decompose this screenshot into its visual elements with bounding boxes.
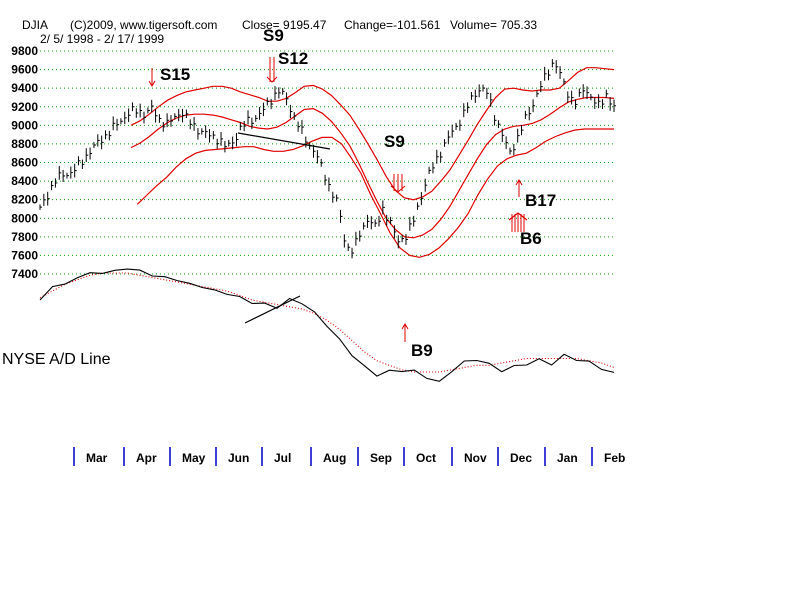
price-bands [130,67,615,258]
header-volume: Volume= 705.33 [450,18,537,32]
signal-markers: S15 S9 S12 S9 B17 [148,26,556,360]
signal-b9: B9 [401,323,433,360]
signal-b17-arrowhead [515,179,523,186]
signal-s15-label: S15 [160,65,190,84]
signal-s9-july-arrowhead [266,76,278,83]
price-trendline [237,132,331,150]
upper-band-line [130,67,615,201]
signal-b17: B17 [515,179,556,210]
signal-s9-july-label: S9 [263,26,284,45]
month-axis: Mar Apr May Jun Jul Aug Sep Oct Nov Dec Jan Feb [73,447,625,466]
month-label: Feb [604,451,625,465]
y-tick-label: 8600 [11,156,38,170]
signal-s15: S15 [148,65,190,87]
trendlines [237,132,331,324]
middle-band-line [130,96,615,239]
y-tick-label: 9200 [11,100,38,114]
month-label: Oct [416,451,436,465]
ad-trendline [244,295,301,324]
signal-b6: B6 [508,212,542,248]
header-date-range: 2/ 5/ 1998 - 2/ 17/ 1999 [40,32,164,46]
price-bars [39,59,616,259]
month-label: May [182,451,206,465]
y-tick-label: 8400 [11,174,38,188]
signal-b17-label: B17 [525,191,556,210]
signal-b6-label: B6 [520,229,542,248]
signal-b9-label: B9 [411,341,433,360]
signal-s9-july: S9 [263,26,284,83]
month-label: Sep [370,451,392,465]
y-tick-label: 7400 [11,267,38,281]
y-tick-label: 8800 [11,137,38,151]
month-label: Jul [274,451,291,465]
signal-s9-sep-arrowhead [390,185,406,193]
month-label: Dec [510,451,532,465]
y-tick-label: 8200 [11,193,38,207]
ad-line-panel: NYSE A/D Line [2,268,615,382]
header-close: Close= 9195.47 [242,18,327,32]
ad-line-label: NYSE A/D Line [2,351,111,368]
signal-s9-sep: S9 [384,132,406,193]
header-symbol: DJIA [22,18,48,32]
chart-header: DJIA (C)2009, www.tigersoft.com Close= 9… [22,18,537,46]
ad-moving-average [39,272,615,373]
month-label: Jun [228,451,249,465]
signal-b6-arrowhead [508,212,528,221]
signal-s12-label: S12 [278,49,308,68]
y-tick-label: 9800 [11,44,38,58]
y-tick-label: 9600 [11,63,38,77]
y-tick-label: 7800 [11,230,38,244]
signal-s9-sep-label: S9 [384,132,405,151]
lower-band-line [136,128,614,258]
y-tick-label: 9400 [11,81,38,95]
signal-s15-arrowhead [148,80,156,87]
month-label: Nov [464,451,487,465]
price-axis-ticks: 9800 9600 9400 9200 9000 8800 8600 8400 8200 8000… [11,44,38,281]
ad-line [39,268,615,382]
signal-b9-arrowhead [401,323,409,330]
month-label: Mar [86,451,108,465]
month-label: Aug [323,451,346,465]
y-tick-label: 9000 [11,118,38,132]
month-label: Apr [136,451,157,465]
y-tick-label: 8000 [11,211,38,225]
header-copyright: (C)2009, www.tigersoft.com [70,18,217,32]
signal-s12: S12 [278,49,308,68]
header-change: Change=-101.561 [344,18,441,32]
month-label: Jan [557,451,578,465]
y-tick-label: 7600 [11,248,38,262]
